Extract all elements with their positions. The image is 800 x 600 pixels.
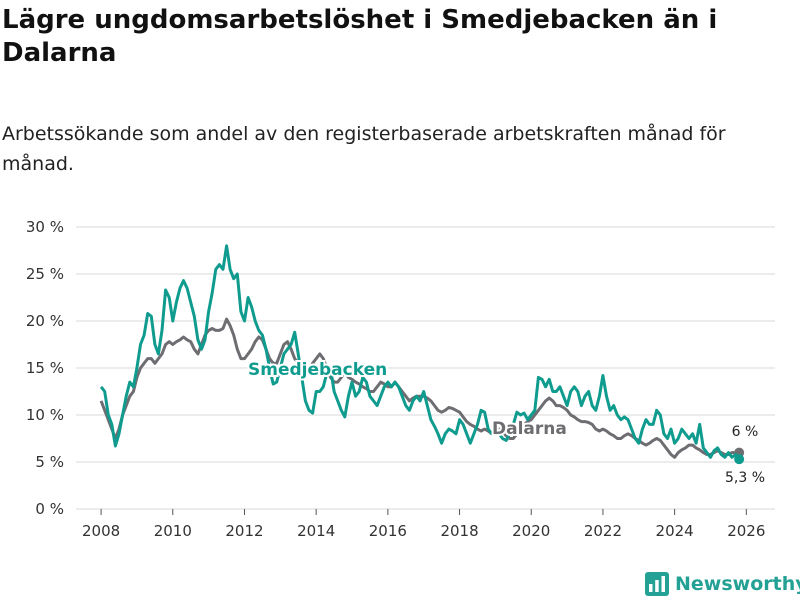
y-tick-label: 0 % [35, 500, 64, 518]
end-value-label-smedjebacken: 5,3 % [725, 470, 765, 486]
x-tick-label: 2008 [82, 522, 120, 540]
series-line-smedjebacken [99, 244, 741, 461]
y-tick-label: 30 % [26, 218, 64, 236]
brand-logo[interactable]: Newsworthy [645, 570, 800, 598]
y-tick-label: 5 % [35, 453, 64, 471]
x-tick-label: 2024 [656, 522, 694, 540]
x-tick-label: 2010 [154, 522, 192, 540]
brand-name: Newsworthy [675, 573, 800, 595]
x-tick-label: 2020 [512, 522, 550, 540]
x-tick-label: 2022 [584, 522, 622, 540]
grid-lines [76, 226, 775, 510]
x-tick-label: 2016 [369, 522, 407, 540]
y-axis-labels: 0 % 5 % 10 % 15 % 20 % 25 % 30 % [26, 218, 64, 518]
x-tick-label: 2026 [727, 522, 765, 540]
chart-title: Lägre ungdomsarbetslöshet i Smedjebacken… [2, 5, 718, 68]
y-tick-label: 20 % [26, 312, 64, 330]
bar-chart-logo-icon [645, 572, 669, 596]
y-tick-label: 25 % [26, 265, 64, 283]
y-tick-label: 15 % [26, 359, 64, 377]
series-label-smedjebacken: Smedjebacken [248, 360, 387, 380]
end-value-label-dalarna: 6 % [732, 424, 759, 440]
x-tick-label: 2018 [440, 522, 478, 540]
series-label-dalarna: Dalarna [492, 419, 567, 439]
x-tick-label: 2012 [225, 522, 263, 540]
x-tick-label: 2014 [297, 522, 335, 540]
series-labels: Smedjebacken Dalarna 6 % 5,3 % [246, 358, 765, 486]
series-lines [99, 244, 745, 465]
x-axis: 2008 2010 2012 2014 2016 2018 2020 2022 2024 2026 [82, 509, 765, 540]
chart-subtitle: Arbetssökande som andel av den registerb… [2, 123, 726, 175]
y-tick-label: 10 % [26, 406, 64, 424]
series-endpoint-smedjebacken [734, 454, 745, 465]
